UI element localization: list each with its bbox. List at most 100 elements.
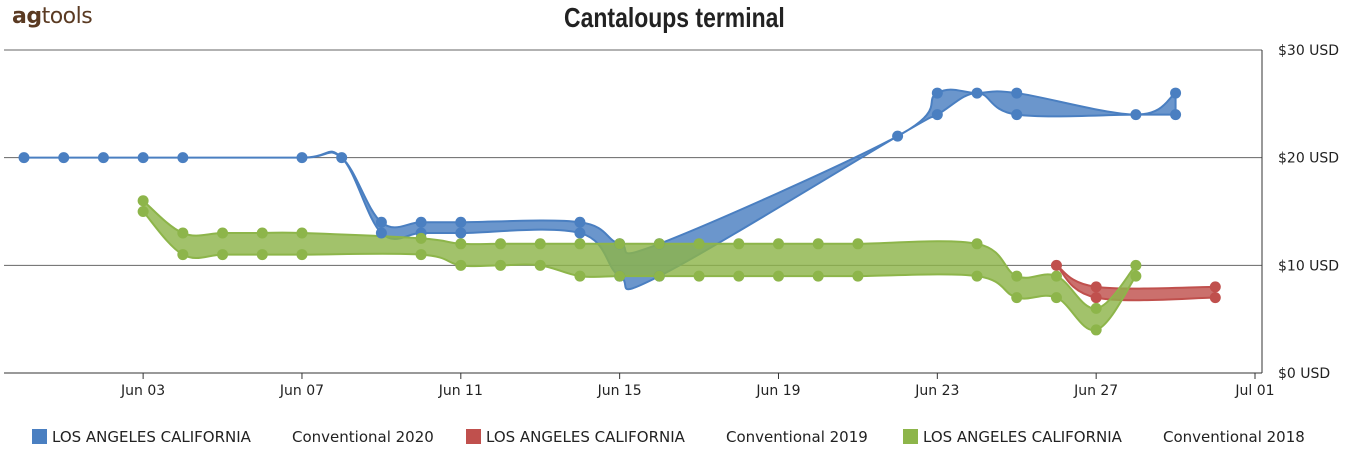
data-point-high: [1090, 302, 1102, 314]
data-point-high: [693, 238, 705, 250]
data-point-high: [1209, 281, 1221, 293]
data-point-high: [1090, 281, 1102, 293]
data-point-high: [455, 216, 467, 228]
data-point-high: [1170, 87, 1182, 99]
data-point-low: [495, 259, 507, 271]
legend-sublabel: Conventional 2018: [1163, 428, 1305, 446]
data-point-low: [534, 259, 546, 271]
area-layer: [23, 88, 1217, 331]
x-tick-label: Jun 07: [279, 383, 324, 399]
data-point-low: [1090, 324, 1102, 336]
data-point-high: [971, 87, 983, 99]
data-point-low: [217, 249, 229, 261]
data-point-low: [1170, 109, 1182, 121]
data-point-high: [614, 238, 626, 250]
agtools-logo: agtools: [12, 4, 93, 29]
y-tick-label: $30 USD: [1278, 43, 1339, 59]
data-point-low: [256, 249, 268, 261]
y-tick-label: $10 USD: [1278, 258, 1339, 274]
data-point-high: [415, 232, 427, 244]
data-point-low: [1130, 270, 1142, 282]
data-point-low: [177, 249, 189, 261]
data-point-high: [852, 238, 864, 250]
data-point-high: [217, 227, 229, 239]
legend-swatch: [903, 429, 918, 444]
x-tick-label: Jun 19: [755, 383, 800, 399]
legend-label: LOS ANGELES CALIFORNIA: [923, 428, 1123, 446]
data-point-high: [812, 238, 824, 250]
data-point-high: [177, 152, 189, 164]
data-point-low: [574, 270, 586, 282]
data-point-low: [693, 270, 705, 282]
data-point-high: [495, 238, 507, 250]
data-point-high: [892, 130, 904, 142]
x-tick-label: Jun 23: [914, 383, 959, 399]
data-point-high: [296, 152, 308, 164]
legend-sublabel: Conventional 2020: [292, 428, 434, 446]
data-point-high: [1011, 270, 1023, 282]
data-point-low: [1011, 292, 1023, 304]
data-point-low: [614, 270, 626, 282]
data-point-high: [931, 87, 943, 99]
data-point-low: [812, 270, 824, 282]
data-point-low: [137, 206, 149, 217]
data-point-high: [137, 195, 149, 207]
data-point-low: [931, 109, 943, 121]
data-point-high: [1130, 259, 1142, 271]
data-point-high: [534, 238, 546, 250]
data-point-high: [137, 152, 149, 164]
data-point-high: [1011, 87, 1023, 99]
data-point-high: [1130, 109, 1142, 121]
axis-layer: $0 USD $10 USD $20 USD $30 USD Jun 03 Jun 07 J…: [120, 43, 1339, 399]
data-point-high: [375, 216, 387, 228]
data-point-low: [772, 270, 784, 282]
data-point-high: [18, 152, 30, 164]
data-point-high: [336, 152, 348, 164]
x-tick-label: Jun 03: [120, 383, 165, 399]
data-point-high: [1050, 259, 1062, 271]
data-point-high: [97, 152, 109, 164]
x-tick-label: Jun 27: [1073, 383, 1118, 399]
data-point-low: [1209, 292, 1221, 304]
data-point-high: [653, 238, 665, 250]
data-point-high: [58, 152, 70, 164]
grid-layer: [4, 49, 1262, 374]
data-point-low: [455, 259, 467, 271]
data-point-high: [574, 216, 586, 228]
data-point-high: [1050, 270, 1062, 282]
data-point-high: [733, 238, 745, 250]
chart-title: Cantaloups terminal: [564, 2, 785, 33]
legend-label: LOS ANGELES CALIFORNIA: [486, 428, 686, 446]
data-point-low: [1090, 292, 1102, 304]
data-point-high: [296, 227, 308, 239]
x-tick-label: Jul 01: [1234, 383, 1274, 399]
data-point-low: [415, 249, 427, 261]
data-point-low: [296, 249, 308, 261]
y-tick-label: $20 USD: [1278, 151, 1339, 167]
data-point-high: [971, 238, 983, 250]
data-point-low: [574, 227, 586, 239]
legend-swatch: [466, 429, 481, 444]
data-point-low: [1011, 109, 1023, 121]
data-point-high: [177, 227, 189, 239]
data-point-low: [375, 227, 387, 239]
data-point-high: [415, 216, 427, 228]
data-point-high: [256, 227, 268, 239]
data-point-low: [733, 270, 745, 282]
legend-sublabel: Conventional 2019: [726, 428, 868, 446]
legend: LOS ANGELES CALIFORNIA Conventional 2020 L…: [32, 428, 1305, 446]
data-point-high: [455, 238, 467, 250]
data-point-low: [653, 270, 665, 282]
data-point-high: [574, 238, 586, 250]
x-tick-label: Jun 15: [597, 383, 642, 399]
data-point-low: [1050, 292, 1062, 304]
data-point-high: [772, 238, 784, 250]
point-layer: [18, 87, 1221, 336]
y-tick-label: $0 USD: [1278, 366, 1330, 382]
legend-swatch: [32, 429, 47, 444]
x-tick-label: Jun 11: [438, 383, 483, 399]
data-point-low: [852, 270, 864, 282]
data-point-low: [455, 227, 467, 239]
legend-label: LOS ANGELES CALIFORNIA: [52, 428, 252, 446]
